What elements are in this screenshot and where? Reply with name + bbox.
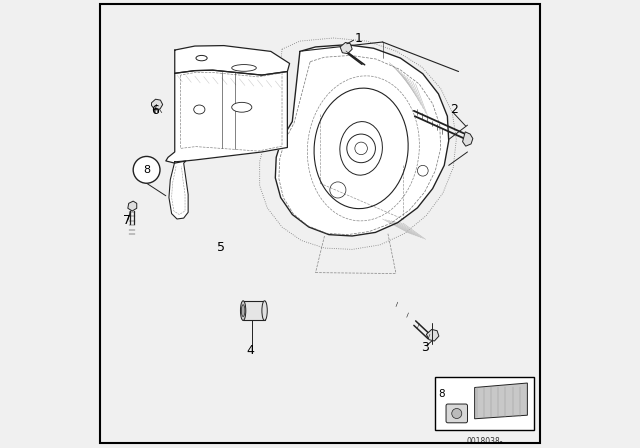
Ellipse shape xyxy=(196,56,207,61)
FancyBboxPatch shape xyxy=(446,404,467,423)
Text: 2: 2 xyxy=(450,103,458,116)
Polygon shape xyxy=(475,383,527,419)
Text: 8: 8 xyxy=(143,165,150,175)
Polygon shape xyxy=(128,201,137,211)
Polygon shape xyxy=(169,161,188,219)
Ellipse shape xyxy=(232,65,256,71)
Polygon shape xyxy=(463,132,473,146)
Bar xyxy=(243,301,264,320)
Text: 5: 5 xyxy=(217,241,225,254)
Text: 8: 8 xyxy=(438,389,445,399)
Polygon shape xyxy=(340,43,352,54)
Text: 6: 6 xyxy=(150,104,159,117)
Polygon shape xyxy=(166,70,287,163)
Ellipse shape xyxy=(262,301,268,320)
Ellipse shape xyxy=(194,105,205,114)
Text: 7: 7 xyxy=(123,214,131,227)
Ellipse shape xyxy=(241,301,246,320)
Circle shape xyxy=(452,409,462,418)
Ellipse shape xyxy=(232,102,252,112)
Polygon shape xyxy=(275,45,449,236)
Text: 3: 3 xyxy=(421,341,429,354)
Circle shape xyxy=(133,156,160,183)
Polygon shape xyxy=(175,46,290,75)
Polygon shape xyxy=(152,99,163,109)
Text: 1: 1 xyxy=(355,32,363,45)
Polygon shape xyxy=(426,329,439,341)
Ellipse shape xyxy=(241,305,245,317)
Bar xyxy=(435,377,534,430)
Text: 0018038-: 0018038- xyxy=(466,437,503,446)
Text: 4: 4 xyxy=(247,345,255,358)
